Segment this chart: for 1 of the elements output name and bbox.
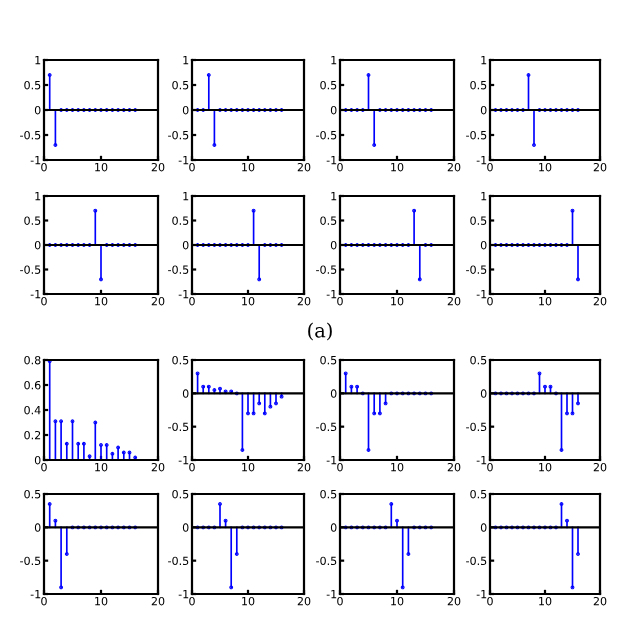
text: (a) bbox=[308, 322, 332, 341]
